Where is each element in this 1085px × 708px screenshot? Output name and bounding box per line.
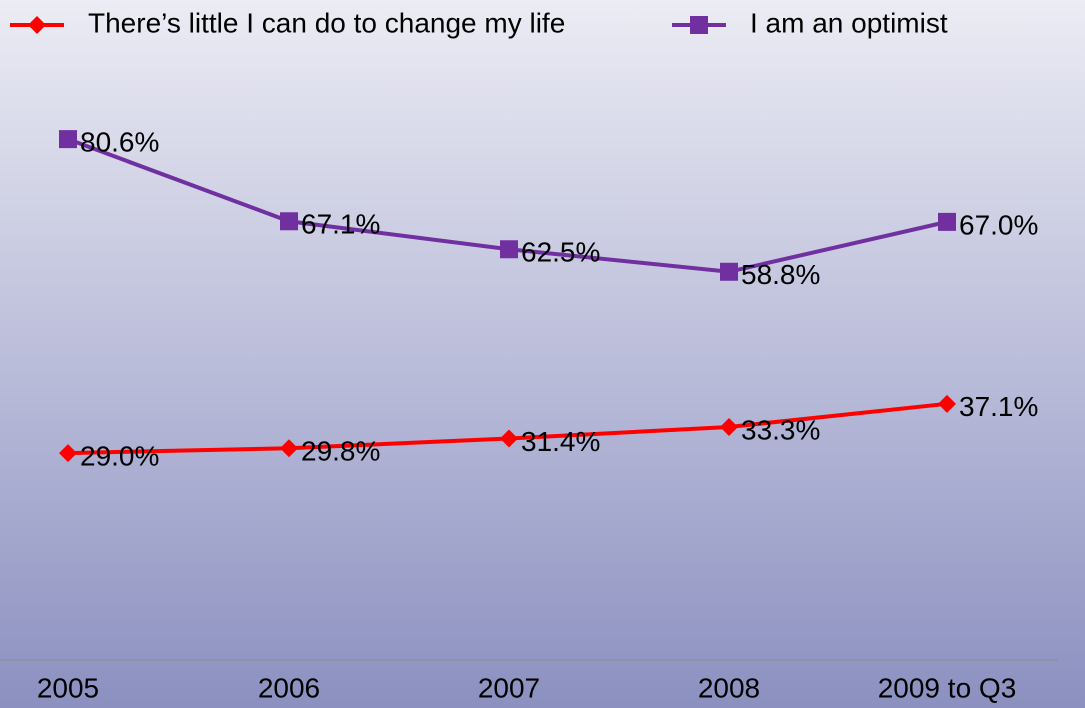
x-tick-label: 2009 to Q3: [878, 672, 1017, 703]
data-label: 80.6%: [80, 127, 159, 158]
x-tick-label: 2008: [698, 672, 760, 703]
data-label: 67.0%: [959, 209, 1038, 240]
marker: [500, 429, 518, 448]
data-label: 29.8%: [301, 436, 380, 467]
marker: [690, 16, 708, 34]
marker: [59, 130, 77, 149]
marker: [59, 444, 77, 463]
marker: [280, 439, 298, 458]
legend-label: There’s little I can do to change my lif…: [88, 7, 565, 38]
marker: [720, 417, 738, 436]
marker: [720, 262, 738, 281]
legend-label: I am an optimist: [750, 7, 948, 38]
marker: [280, 212, 298, 231]
x-tick-label: 2006: [258, 672, 320, 703]
data-label: 62.5%: [521, 237, 600, 268]
data-label: 33.3%: [741, 414, 820, 445]
x-tick-label: 2005: [37, 672, 99, 703]
marker: [938, 212, 956, 231]
data-label: 29.0%: [80, 441, 159, 472]
data-label: 31.4%: [521, 426, 600, 457]
marker: [28, 16, 46, 34]
data-label: 58.8%: [741, 259, 820, 290]
marker: [938, 394, 956, 413]
data-label: 67.1%: [301, 209, 380, 240]
marker: [500, 240, 518, 259]
x-tick-label: 2007: [478, 672, 540, 703]
data-label: 37.1%: [959, 391, 1038, 422]
